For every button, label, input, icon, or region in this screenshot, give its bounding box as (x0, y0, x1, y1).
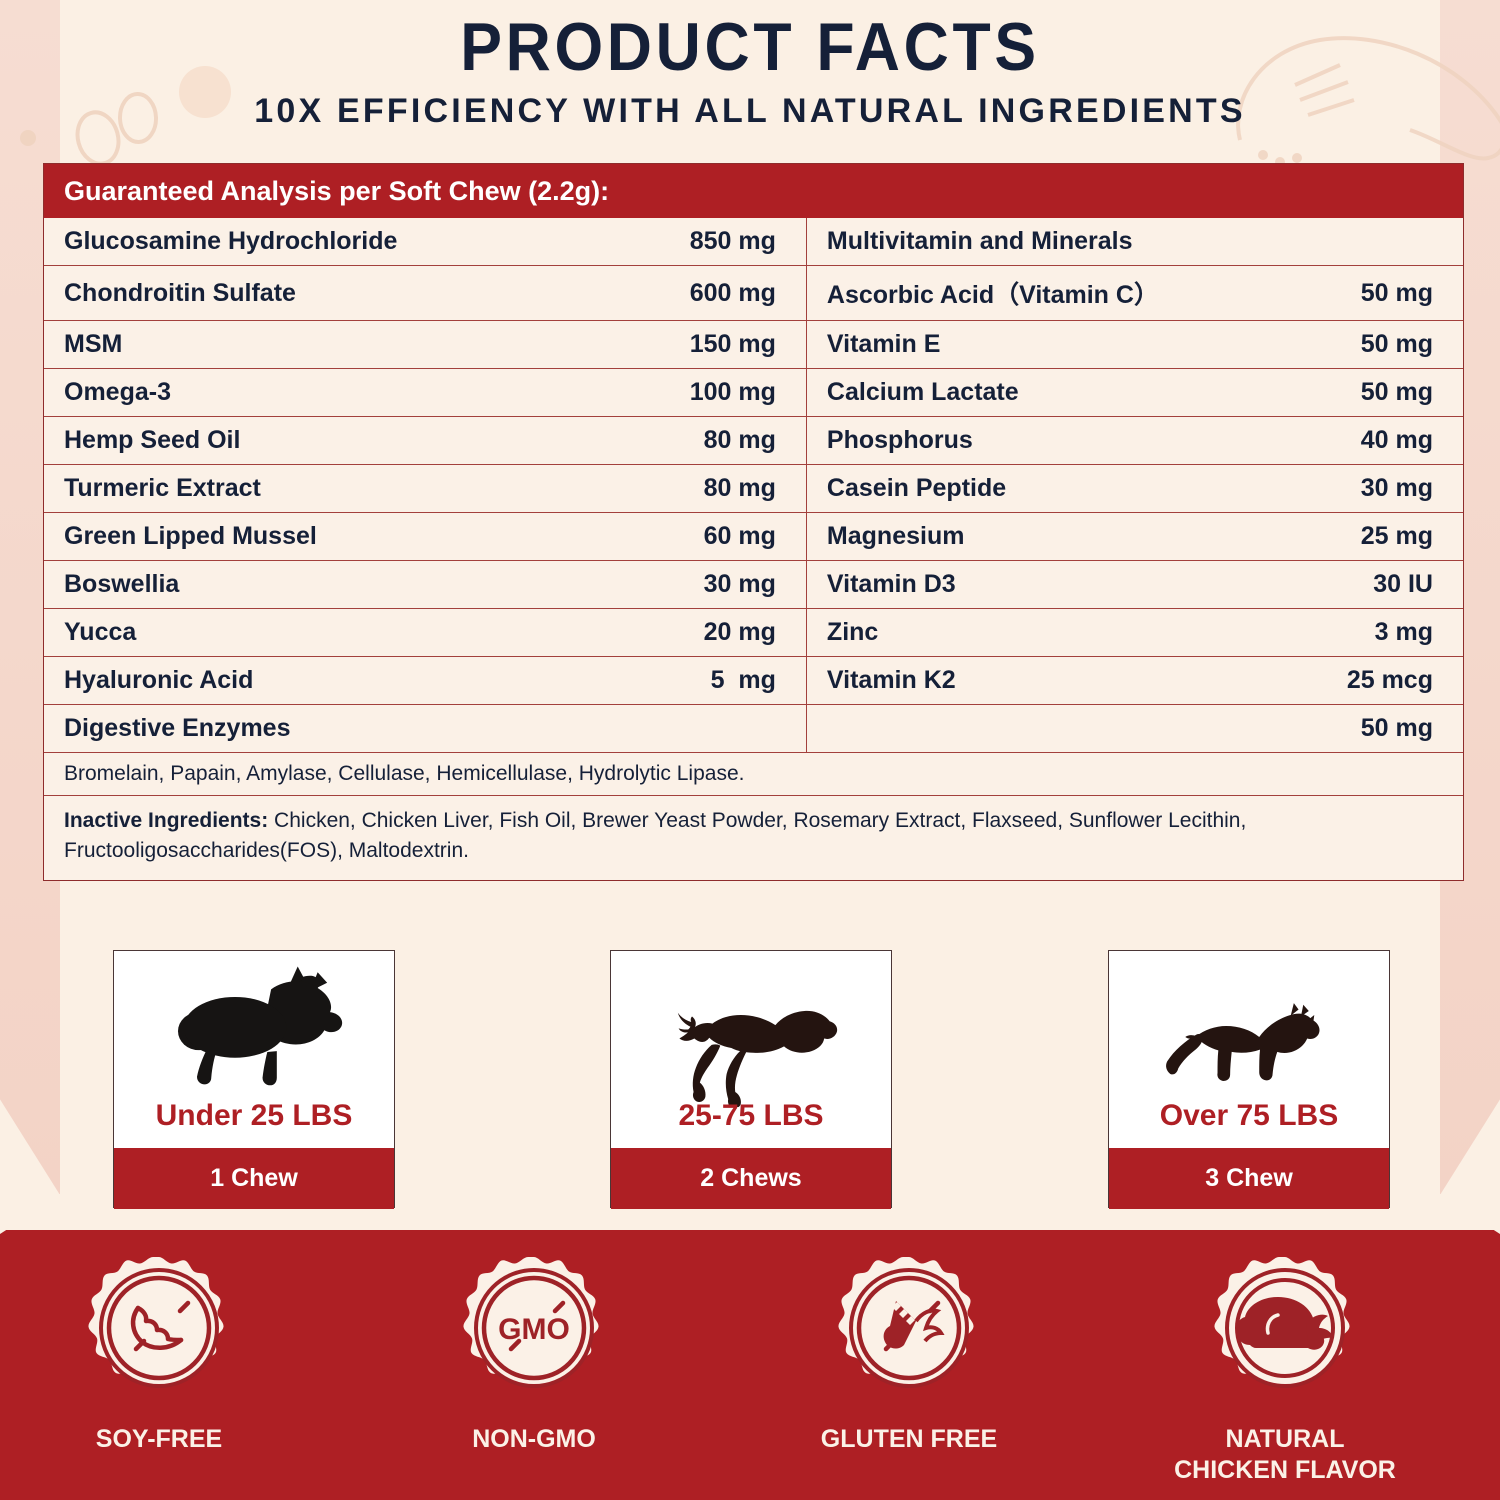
svg-text:GMO: GMO (498, 1313, 570, 1346)
